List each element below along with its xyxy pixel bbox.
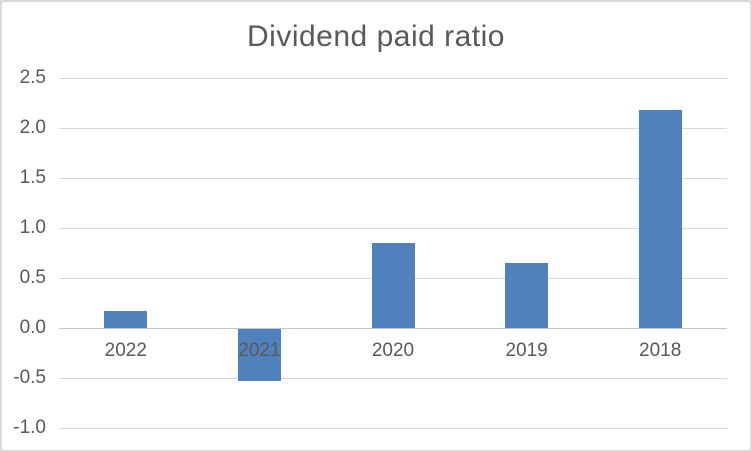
x-tick-label: 2019: [505, 340, 548, 361]
gridline: [59, 428, 727, 429]
y-tick-label: 2.0: [19, 117, 46, 138]
gridline: [59, 178, 727, 179]
gridline: [59, 128, 727, 129]
y-tick-label: 1.5: [19, 167, 46, 188]
plot-area: [59, 78, 727, 429]
y-tick-label: -1.0: [13, 417, 46, 438]
gridline: [59, 378, 727, 379]
x-tick-label: 2022: [104, 340, 147, 361]
gridline: [59, 78, 727, 79]
y-tick-label: 0.0: [19, 317, 46, 338]
x-tick-label: 2021: [238, 340, 281, 361]
x-axis-zero-line: [59, 328, 727, 329]
x-tick-label: 2020: [371, 340, 415, 361]
bar-2021: [237, 329, 281, 381]
bar-2022: [104, 311, 148, 328]
bar-2018: [638, 110, 682, 328]
y-tick-label: 1.0: [19, 217, 46, 238]
chart-title: Dividend paid ratio: [247, 20, 505, 53]
gridline: [59, 228, 727, 229]
x-tick-label: 2018: [639, 340, 682, 361]
y-tick-label: 2.5: [19, 67, 46, 88]
y-tick-label: 0.5: [19, 267, 46, 288]
bar-2019: [505, 263, 549, 328]
y-tick-label: -0.5: [13, 367, 46, 388]
bar-2020: [371, 243, 415, 328]
